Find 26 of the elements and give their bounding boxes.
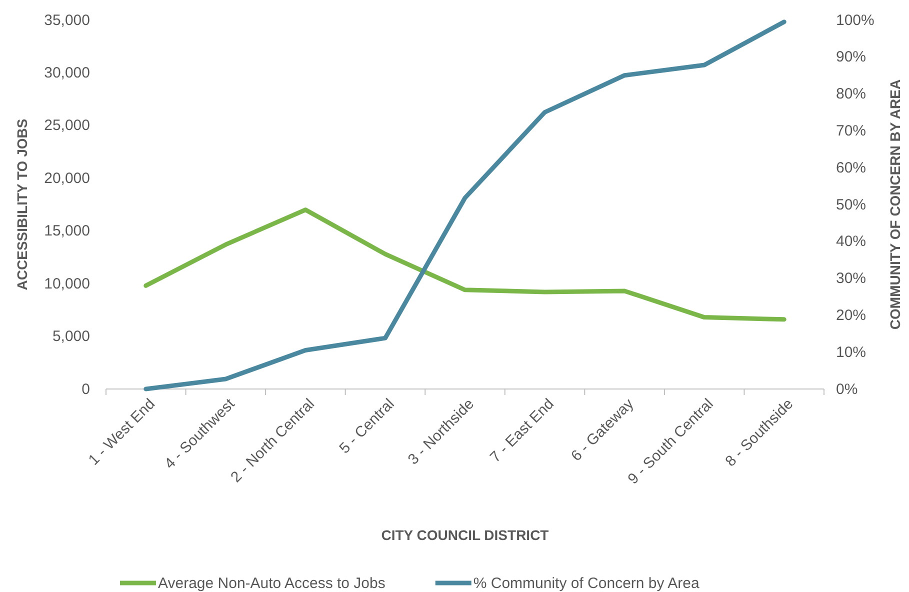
- line-series: [144, 20, 786, 392]
- x-axis-title: CITY COUNCIL DISTRICT: [381, 527, 550, 543]
- y2-tick-label: 60%: [836, 159, 866, 176]
- y2-axis-title: COMMUNITY OF CONCERN BY AREA: [887, 79, 903, 330]
- y2-tick-label: 20%: [836, 307, 866, 324]
- line-series: [144, 208, 786, 322]
- y2-tick-label: 80%: [836, 86, 866, 103]
- y2-tick-label: 40%: [836, 233, 866, 250]
- y-tick-label: 20,000: [44, 170, 90, 187]
- y2-tick-label: 0%: [836, 380, 858, 398]
- y2-tick-label: 70%: [836, 122, 866, 140]
- y-tick-label: 10,000: [44, 275, 90, 292]
- legend-label: Average Non-Auto Access to Jobs: [158, 575, 386, 592]
- legend-label: % Community of Concern by Area: [473, 575, 700, 592]
- y-tick-label: 30,000: [44, 64, 90, 82]
- y2-tick-label: 100%: [836, 12, 874, 29]
- y-axis-title: ACCESSIBILITY TO JOBS: [14, 118, 30, 290]
- y2-tick-label: 30%: [836, 270, 866, 288]
- y-tick-label: 15,000: [44, 222, 90, 240]
- y2-tick-label: 90%: [836, 48, 866, 66]
- y-tick-label: 0: [82, 380, 90, 398]
- y2-tick-label: 50%: [836, 196, 866, 214]
- y-tick-label: 25,000: [44, 117, 90, 134]
- y2-tick-label: 10%: [836, 344, 866, 361]
- y-tick-label: 5,000: [52, 328, 90, 346]
- y-tick-label: 35,000: [44, 12, 90, 29]
